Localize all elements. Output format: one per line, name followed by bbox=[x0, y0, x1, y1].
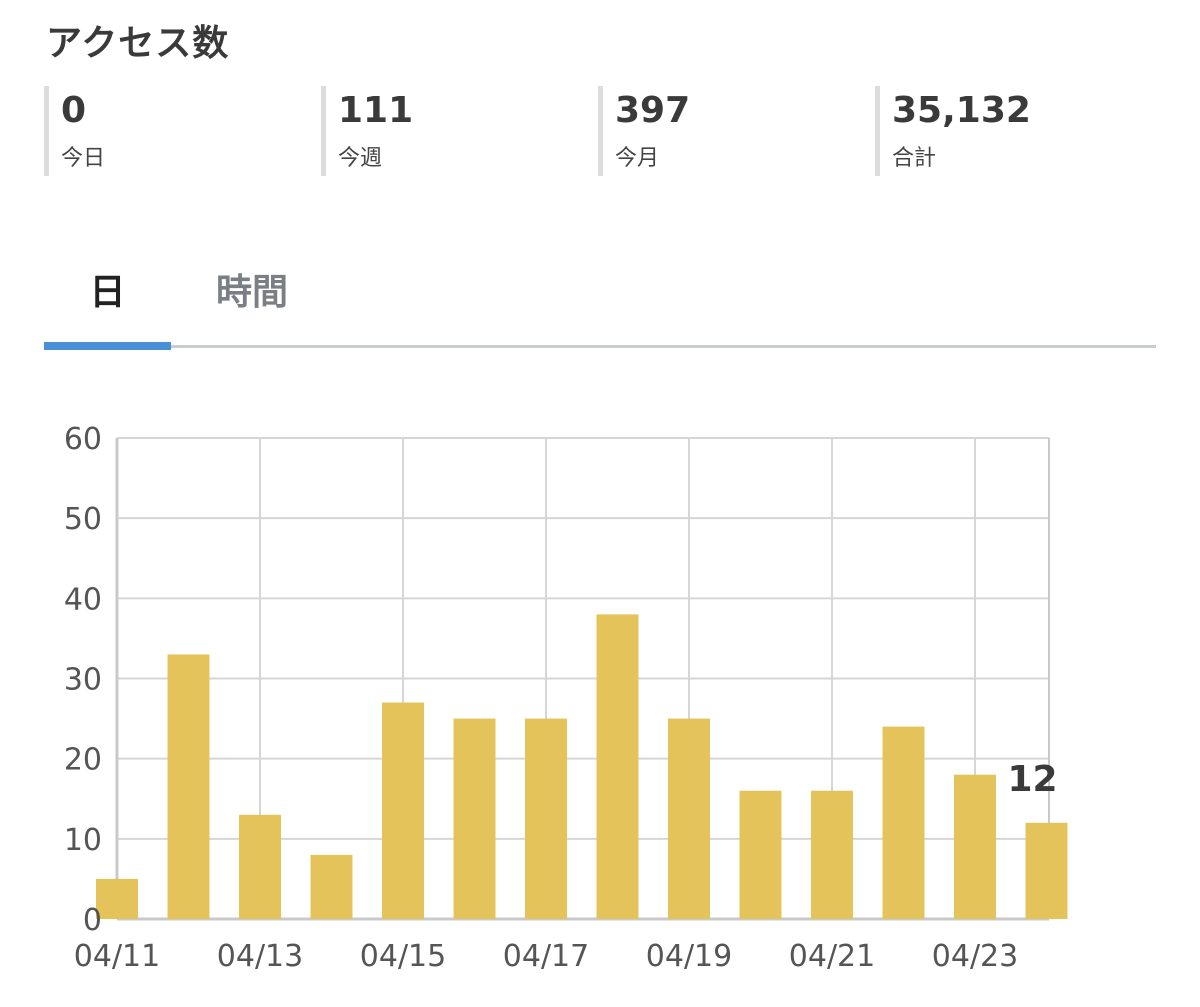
bar-04-21[interactable] bbox=[811, 790, 853, 919]
x-tick-label: 04/21 bbox=[789, 939, 875, 974]
y-tick-label: 0 bbox=[83, 903, 102, 938]
y-tick-label: 20 bbox=[64, 743, 102, 778]
stat-today-label: 今日 bbox=[61, 146, 106, 171]
bar-04-19[interactable] bbox=[668, 718, 710, 919]
bar-04-11[interactable] bbox=[96, 878, 138, 919]
stat-today-value: 0 bbox=[61, 90, 87, 131]
x-tick-label: 04/23 bbox=[932, 939, 1018, 974]
access-bar-chart: 0 10 20 30 40 50 60 04/11 04/13 04/15 04/17 04/19 04… bbox=[64, 422, 1068, 974]
stats-row: 0 今日 111 今週 397 今月 35,132 合計 bbox=[44, 86, 1154, 176]
page-title: アクセス数 bbox=[46, 23, 230, 64]
y-tick-label: 50 bbox=[64, 502, 102, 537]
bar-04-12[interactable] bbox=[167, 654, 210, 919]
x-tick-label: 04/11 bbox=[74, 939, 160, 974]
x-tick-label: 04/15 bbox=[360, 939, 446, 974]
bar-04-20[interactable] bbox=[739, 790, 782, 919]
bar-value-label: 12 bbox=[1007, 759, 1057, 800]
stat-week: 111 今週 bbox=[321, 86, 581, 176]
y-tick-label: 60 bbox=[64, 422, 102, 457]
bar-04-22[interactable] bbox=[882, 726, 925, 919]
stat-month-value: 397 bbox=[615, 90, 691, 131]
tab-day[interactable]: 日 bbox=[89, 272, 126, 313]
stat-total-value: 35,132 bbox=[892, 90, 1031, 131]
stat-total-label: 合計 bbox=[892, 146, 937, 171]
labels: 0 10 20 30 40 50 60 04/11 04/13 04/15 04/17 04/19 04… bbox=[64, 422, 1058, 974]
stat-month: 397 今月 bbox=[598, 86, 858, 176]
bar-04-24[interactable] bbox=[1025, 822, 1068, 919]
bar-04-23[interactable] bbox=[954, 774, 996, 919]
stat-today: 0 今日 bbox=[44, 86, 304, 176]
x-tick-label: 04/13 bbox=[217, 939, 303, 974]
stat-total: 35,132 合計 bbox=[875, 86, 1135, 176]
y-tick-label: 10 bbox=[64, 823, 102, 858]
y-tick-label: 40 bbox=[64, 582, 102, 617]
x-tick-label: 04/19 bbox=[646, 939, 732, 974]
x-tick-label: 04/17 bbox=[503, 939, 589, 974]
bar-04-17[interactable] bbox=[525, 718, 567, 919]
stat-week-label: 今週 bbox=[338, 146, 383, 171]
bar-04-14[interactable] bbox=[310, 854, 353, 919]
bars bbox=[96, 614, 1068, 919]
bar-04-13[interactable] bbox=[239, 814, 281, 919]
stat-month-label: 今月 bbox=[615, 146, 660, 171]
stat-week-value: 111 bbox=[338, 90, 414, 131]
bar-04-16[interactable] bbox=[453, 718, 496, 919]
y-tick-label: 30 bbox=[64, 663, 102, 698]
bar-04-15[interactable] bbox=[382, 702, 424, 919]
tab-active-indicator bbox=[44, 342, 171, 350]
tab-baseline bbox=[44, 345, 1156, 348]
tab-hour[interactable]: 時間 bbox=[215, 272, 288, 313]
bar-04-18[interactable] bbox=[596, 614, 639, 919]
period-tabs: 日 時間 bbox=[44, 258, 1156, 350]
